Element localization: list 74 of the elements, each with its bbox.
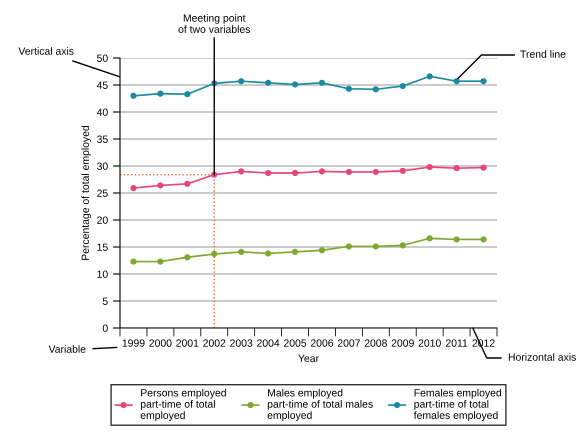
point bbox=[318, 80, 326, 86]
point bbox=[264, 80, 272, 86]
point bbox=[346, 86, 352, 92]
point bbox=[426, 73, 433, 80]
x-axis-title: Year bbox=[298, 354, 319, 362]
point bbox=[453, 78, 460, 84]
y-tick-label: 20 bbox=[97, 216, 108, 224]
point bbox=[264, 170, 272, 176]
annotation: Trend line bbox=[520, 50, 566, 58]
point bbox=[400, 82, 406, 90]
point bbox=[453, 236, 460, 243]
point bbox=[130, 185, 137, 192]
point bbox=[238, 248, 244, 255]
x-tick-label: 2008 bbox=[364, 339, 387, 347]
point bbox=[346, 243, 352, 250]
point bbox=[480, 164, 487, 171]
point bbox=[211, 250, 218, 258]
y-tick-label: 45 bbox=[96, 82, 108, 89]
x-tick-label: 2001 bbox=[176, 339, 198, 347]
x-tick-label: 2003 bbox=[230, 339, 252, 347]
point bbox=[480, 236, 487, 243]
legend-label: Females employed part-time of total females employed bbox=[414, 388, 502, 422]
x-tick-label: 2002 bbox=[203, 339, 226, 347]
point bbox=[157, 182, 164, 189]
x-tick-label: 2009 bbox=[392, 339, 414, 347]
point bbox=[372, 168, 379, 176]
point bbox=[184, 180, 190, 187]
y-tick-label: 35 bbox=[97, 136, 108, 143]
point bbox=[372, 86, 379, 92]
x-tick-label: 2007 bbox=[338, 339, 360, 347]
x-tick-label: 2005 bbox=[284, 339, 306, 347]
x-tick-label: 2004 bbox=[257, 339, 280, 347]
y-tick-label: 40 bbox=[96, 108, 108, 116]
point bbox=[453, 165, 460, 172]
point bbox=[372, 243, 379, 250]
x-tick-label: 1999 bbox=[122, 339, 145, 347]
point bbox=[238, 168, 244, 175]
point bbox=[400, 242, 406, 249]
point bbox=[292, 81, 298, 88]
point bbox=[184, 254, 190, 260]
point bbox=[480, 78, 487, 84]
point bbox=[264, 250, 272, 257]
y-tick-label: 30 bbox=[97, 162, 108, 170]
point bbox=[130, 258, 137, 265]
x-tick-label: 2006 bbox=[310, 339, 334, 347]
point bbox=[426, 235, 433, 242]
point bbox=[346, 168, 352, 176]
x-tick-label: 2010 bbox=[418, 339, 441, 347]
y-tick-label: 0 bbox=[102, 324, 108, 332]
annotation: Meeting point of two variables bbox=[178, 14, 250, 33]
y-tick-label: 25 bbox=[97, 190, 108, 197]
legend-label: Males employed part-time of total males employed bbox=[268, 388, 373, 422]
text: Variable bbox=[48, 345, 86, 353]
point bbox=[184, 91, 190, 98]
point bbox=[157, 90, 164, 97]
legend-label: Persons employed part-time of total employed bbox=[140, 388, 226, 422]
y-tick-label: 5 bbox=[102, 298, 108, 305]
point bbox=[292, 170, 298, 176]
point bbox=[292, 248, 298, 255]
text: Vertical axis bbox=[18, 47, 74, 55]
y-tick-label: 15 bbox=[97, 244, 108, 251]
text: Horizontal axis bbox=[508, 353, 576, 361]
point bbox=[318, 247, 326, 254]
point bbox=[157, 258, 164, 265]
point bbox=[400, 168, 406, 174]
x-tick-label: 2000 bbox=[149, 339, 172, 347]
point bbox=[238, 78, 244, 84]
y-tick-label: 10 bbox=[97, 270, 108, 278]
y-tick-label: 50 bbox=[97, 54, 108, 62]
y-axis-title: Percentage of total employed bbox=[81, 126, 92, 260]
point bbox=[130, 92, 137, 99]
point bbox=[318, 168, 326, 175]
x-tick-label: 2011 bbox=[446, 339, 468, 347]
point bbox=[426, 164, 433, 170]
